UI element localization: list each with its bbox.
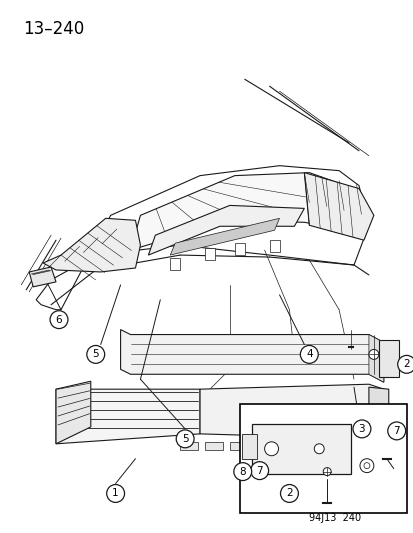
Text: 7: 7 [392,426,399,436]
Polygon shape [180,442,197,450]
Circle shape [313,444,323,454]
Polygon shape [269,240,279,252]
Polygon shape [120,329,383,382]
Bar [251,424,350,474]
Polygon shape [56,389,199,444]
Circle shape [368,350,378,359]
Text: 7: 7 [256,466,262,475]
Polygon shape [199,384,383,439]
Polygon shape [254,442,272,450]
Circle shape [280,484,298,503]
Circle shape [250,462,268,480]
Circle shape [264,442,278,456]
Circle shape [352,420,370,438]
Polygon shape [234,243,244,255]
Circle shape [300,345,318,364]
Polygon shape [29,267,56,287]
Text: 13–240: 13–240 [23,20,84,38]
Circle shape [363,463,369,469]
Circle shape [397,356,413,373]
Polygon shape [130,173,353,250]
Circle shape [233,463,251,481]
Polygon shape [304,173,373,240]
Polygon shape [43,219,140,272]
Polygon shape [204,442,222,450]
Text: 3: 3 [358,424,364,434]
Polygon shape [279,442,297,450]
Circle shape [107,484,124,503]
Circle shape [176,430,194,448]
Polygon shape [241,434,256,459]
Text: 4: 4 [305,350,312,359]
Text: 1: 1 [112,488,119,498]
Text: 94J13  240: 94J13 240 [309,513,361,523]
Circle shape [50,311,68,328]
Polygon shape [368,335,383,382]
Circle shape [359,459,373,473]
Polygon shape [56,381,90,444]
Polygon shape [254,439,284,454]
Polygon shape [368,387,388,439]
Circle shape [87,345,104,364]
Polygon shape [204,248,214,260]
Text: 8: 8 [239,466,245,477]
Polygon shape [36,166,368,310]
Text: 2: 2 [402,359,409,369]
Text: 5: 5 [181,434,188,444]
Polygon shape [378,340,398,377]
Text: 6: 6 [56,314,62,325]
Bar [239,404,406,513]
Polygon shape [170,219,279,255]
Polygon shape [229,442,247,450]
Text: 5: 5 [92,350,99,359]
Circle shape [264,469,274,479]
Polygon shape [304,442,321,450]
Circle shape [323,467,330,475]
Text: 2: 2 [285,488,292,498]
Circle shape [387,422,405,440]
Polygon shape [170,258,180,270]
Polygon shape [148,205,304,255]
